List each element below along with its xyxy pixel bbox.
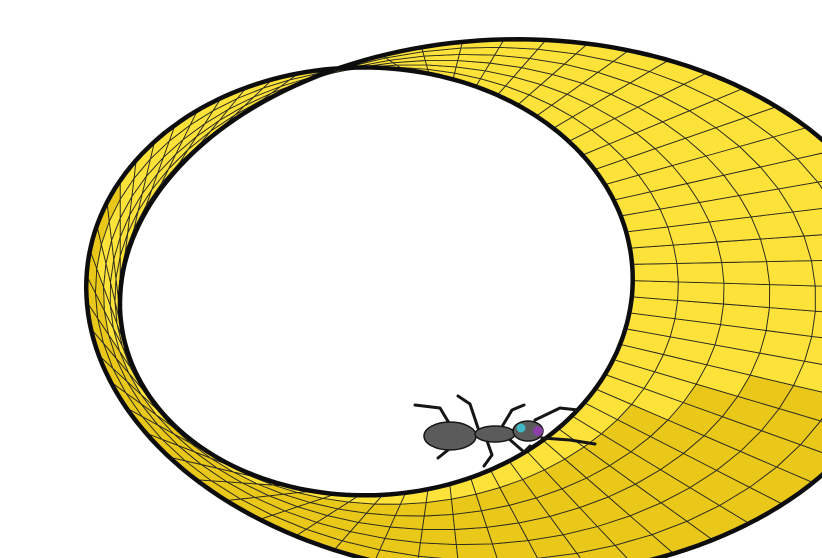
ant-leg <box>533 406 580 422</box>
strip-cell <box>716 238 768 263</box>
strip-cell <box>454 526 493 546</box>
strip-cell <box>814 285 822 313</box>
ant-leg <box>498 403 526 432</box>
strip-cell <box>676 262 725 284</box>
ant-leg <box>506 436 532 454</box>
strip-cell <box>458 46 500 56</box>
strip-cell <box>811 260 822 287</box>
ant-mandible <box>533 426 543 436</box>
strip-cell <box>672 241 723 264</box>
strip-cell <box>769 284 816 312</box>
ant-leg <box>540 436 597 446</box>
ant-icon <box>413 394 597 468</box>
strip-cell <box>721 261 771 286</box>
strip-boundary <box>83 37 822 558</box>
strip-cell <box>766 260 816 287</box>
strip-cell <box>677 281 725 305</box>
strip-cell <box>389 515 425 530</box>
ant-leg <box>482 436 494 468</box>
strip-cell <box>817 180 822 190</box>
strip-cell <box>421 513 456 530</box>
ant-abdomen <box>423 421 477 451</box>
strip-cell <box>631 280 679 301</box>
strip-cell <box>631 262 679 283</box>
strip-cell <box>760 235 812 263</box>
strip-edge-outline <box>83 37 822 558</box>
strip-cell <box>418 542 459 558</box>
strip-cell <box>811 310 822 339</box>
ant-eye <box>516 423 526 433</box>
ant-leg <box>456 394 480 430</box>
strip-cell <box>723 282 771 309</box>
ant-thorax <box>474 425 516 443</box>
strip-cell <box>419 528 457 546</box>
strip-cell <box>455 543 498 558</box>
